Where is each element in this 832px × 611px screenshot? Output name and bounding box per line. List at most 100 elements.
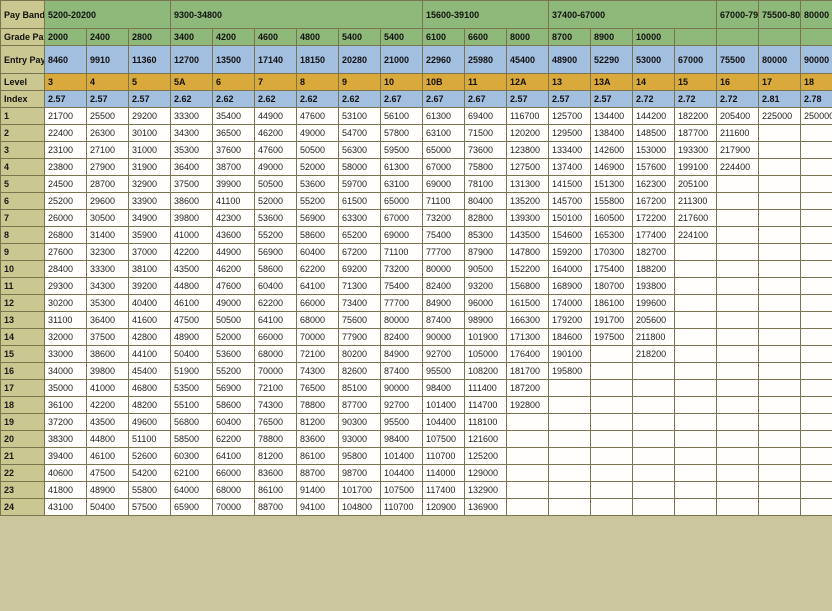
value-cell: 46200 xyxy=(213,261,255,278)
value-cell: 84900 xyxy=(381,346,423,363)
value-cell xyxy=(759,295,801,312)
value-cell: 40600 xyxy=(45,465,87,482)
value-cell: 61300 xyxy=(381,159,423,176)
value-cell: 73400 xyxy=(339,295,381,312)
value-cell: 36500 xyxy=(213,125,255,142)
value-cell: 40400 xyxy=(129,295,171,312)
value-cell: 65000 xyxy=(423,142,465,159)
table-row: 1735000410004680053500569007210076500851… xyxy=(1,380,832,397)
value-cell: 67200 xyxy=(339,244,381,261)
value-cell: 92700 xyxy=(381,397,423,414)
value-cell: 205100 xyxy=(675,176,717,193)
value-cell: 175400 xyxy=(591,261,633,278)
value-cell: 73200 xyxy=(423,210,465,227)
value-cell: 37000 xyxy=(129,244,171,261)
row-index-cell: 9 xyxy=(1,244,45,261)
value-cell: 95800 xyxy=(339,448,381,465)
value-cell: 114000 xyxy=(423,465,465,482)
value-cell: 62200 xyxy=(297,261,339,278)
value-cell xyxy=(675,465,717,482)
value-cell: 77900 xyxy=(339,329,381,346)
gradepay-cell: 8900 xyxy=(591,29,633,46)
value-cell: 66000 xyxy=(255,329,297,346)
gradepay-cell: 8000 xyxy=(507,29,549,46)
value-cell: 101400 xyxy=(423,397,465,414)
payband-cell: 15600-39100 xyxy=(423,1,549,29)
gradepay-cell: 4800 xyxy=(297,29,339,46)
value-cell: 69400 xyxy=(465,108,507,125)
payband-cell: 5200-20200 xyxy=(45,1,171,29)
value-cell: 25500 xyxy=(87,108,129,125)
value-cell: 56300 xyxy=(339,142,381,159)
value-cell: 52000 xyxy=(297,159,339,176)
value-cell xyxy=(801,193,832,210)
value-cell: 104800 xyxy=(339,499,381,516)
value-cell xyxy=(717,397,759,414)
value-cell: 35000 xyxy=(45,380,87,397)
value-cell: 72100 xyxy=(297,346,339,363)
value-cell: 105000 xyxy=(465,346,507,363)
value-cell: 39400 xyxy=(45,448,87,465)
value-cell: 107500 xyxy=(381,482,423,499)
value-cell: 121600 xyxy=(465,431,507,448)
value-cell: 71100 xyxy=(381,244,423,261)
entrypay-label: Entry Pay (EP) xyxy=(1,46,45,74)
value-cell: 146900 xyxy=(591,159,633,176)
index-cell: 2.81 xyxy=(759,91,801,108)
row-index-cell: 21 xyxy=(1,448,45,465)
value-cell: 74300 xyxy=(297,363,339,380)
value-cell: 182200 xyxy=(675,108,717,125)
value-cell: 132900 xyxy=(465,482,507,499)
value-cell xyxy=(801,125,832,142)
value-cell: 67000 xyxy=(381,210,423,227)
value-cell: 118100 xyxy=(465,414,507,431)
value-cell: 180700 xyxy=(591,278,633,295)
value-cell: 176400 xyxy=(507,346,549,363)
value-cell xyxy=(801,142,832,159)
value-cell: 41000 xyxy=(171,227,213,244)
row-index-cell: 20 xyxy=(1,431,45,448)
value-cell xyxy=(759,431,801,448)
level-cell: 3 xyxy=(45,74,87,91)
gradepay-cell: 5400 xyxy=(381,29,423,46)
row-index-cell: 19 xyxy=(1,414,45,431)
level-cell: 12A xyxy=(507,74,549,91)
value-cell xyxy=(801,363,832,380)
value-cell xyxy=(591,448,633,465)
value-cell xyxy=(675,329,717,346)
payband-cell: 37400-67000 xyxy=(549,1,717,29)
value-cell xyxy=(801,346,832,363)
value-cell: 66000 xyxy=(297,295,339,312)
gradepay-cell xyxy=(759,29,801,46)
value-cell: 151300 xyxy=(591,176,633,193)
value-cell: 133400 xyxy=(549,142,591,159)
value-cell xyxy=(801,482,832,499)
value-cell: 171300 xyxy=(507,329,549,346)
gradepay-cell: 10000 xyxy=(633,29,675,46)
value-cell: 90500 xyxy=(465,261,507,278)
table-row: 1533000386004410050400536006800072100802… xyxy=(1,346,832,363)
level-cell: 8 xyxy=(297,74,339,91)
value-cell xyxy=(675,431,717,448)
value-cell: 56900 xyxy=(213,380,255,397)
value-cell: 150100 xyxy=(549,210,591,227)
value-cell: 88700 xyxy=(255,499,297,516)
row-index-cell: 18 xyxy=(1,397,45,414)
value-cell xyxy=(759,193,801,210)
gradepay-cell: 2000 xyxy=(45,29,87,46)
value-cell: 168900 xyxy=(549,278,591,295)
entrypay-cell: 25980 xyxy=(465,46,507,74)
value-cell: 30100 xyxy=(129,125,171,142)
value-cell xyxy=(801,176,832,193)
entrypay-cell: 11360 xyxy=(129,46,171,74)
value-cell xyxy=(717,176,759,193)
value-cell: 55200 xyxy=(255,227,297,244)
value-cell: 159200 xyxy=(549,244,591,261)
value-cell: 129000 xyxy=(465,465,507,482)
payband-cell: 75500-80000 xyxy=(759,1,801,29)
value-cell: 107500 xyxy=(423,431,465,448)
value-cell: 172200 xyxy=(633,210,675,227)
table-header: Pay Band 5200-202009300-3480015600-39100… xyxy=(1,1,832,108)
value-cell: 48900 xyxy=(87,482,129,499)
value-cell xyxy=(801,244,832,261)
